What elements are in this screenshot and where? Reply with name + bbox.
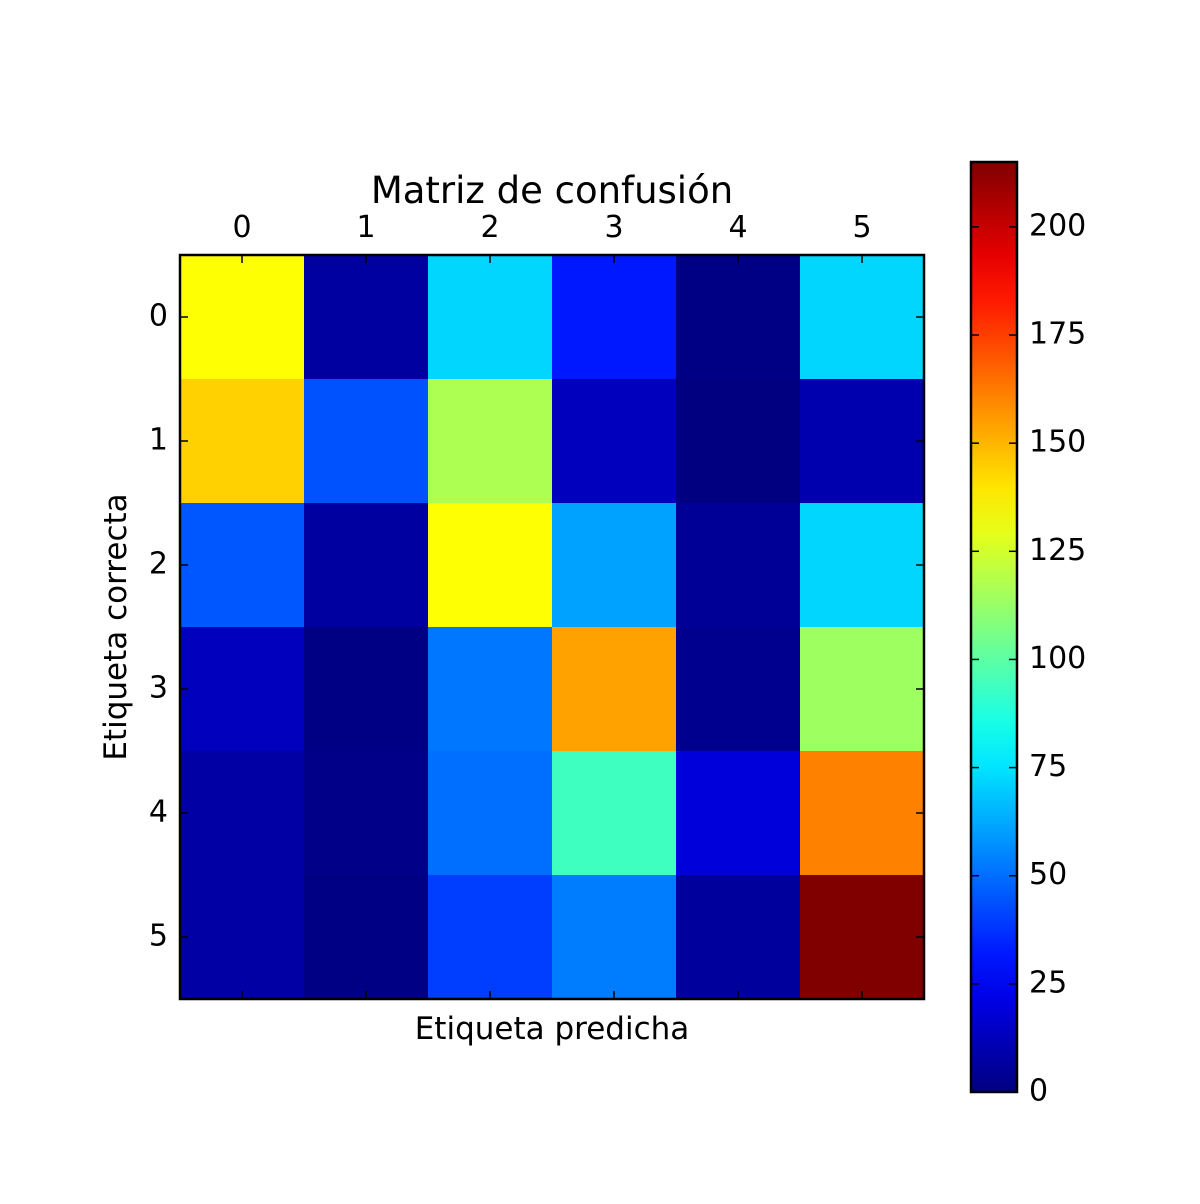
heatmap-cell-r0-c0 [180, 255, 305, 380]
heatmap-cell-r3-c2 [428, 627, 553, 752]
colorbar-tick-label-75: 75 [1029, 749, 1067, 784]
heatmap-cell-r5-c0 [180, 875, 305, 1000]
heatmap-cell-r0-c5 [800, 255, 925, 380]
colorbar-tick-label-100: 100 [1029, 641, 1086, 676]
y-tick-label-2: 2 [149, 547, 168, 582]
axis-ticks [180, 255, 924, 999]
heatmap-cell-r4-c2 [428, 751, 553, 876]
colorbar-tick-label-150: 150 [1029, 425, 1086, 460]
heatmap-cell-r2-c4 [676, 503, 801, 628]
heatmap-cell-r5-c4 [676, 875, 801, 1000]
y-axis-label: Etiqueta correcta [98, 493, 134, 760]
heatmap-cell-r3-c4 [676, 627, 801, 752]
heatmap-cell-r0-c2 [428, 255, 553, 380]
heatmap-cell-r5-c1 [304, 875, 429, 1000]
heatmap-cell-r3-c1 [304, 627, 429, 752]
x-tick-label-3: 3 [604, 210, 623, 245]
colorbar-tick-label-25: 25 [1029, 965, 1067, 1000]
colorbar-tick-label-125: 125 [1029, 533, 1086, 568]
colorbar-tick-label-0: 0 [1029, 1074, 1048, 1109]
colorbar-gradient [971, 162, 1017, 1092]
plot-frame [178, 253, 926, 1001]
x-tick-labels: 0 1 2 3 4 5 [232, 210, 871, 245]
heatmap-cell-r5-c5 [800, 875, 925, 1000]
colorbar-tick-label-200: 200 [1029, 208, 1086, 243]
heatmap-cell-r2-c5 [800, 503, 925, 628]
heatmap-cell-r4-c4 [676, 751, 801, 876]
heatmap-cell-r1-c5 [800, 379, 925, 504]
heatmap-cell-r1-c1 [304, 379, 429, 504]
heatmap-cell-r5-c2 [428, 875, 553, 1000]
x-tick-label-1: 1 [356, 210, 375, 245]
colorbar: 0 25 50 75 100 125 150 175 200 [969, 160, 1086, 1109]
y-tick-label-3: 3 [149, 671, 168, 706]
colorbar-tick-label-50: 50 [1029, 857, 1067, 892]
heatmap-cell-r4-c1 [304, 751, 429, 876]
heatmap-cell-r2-c1 [304, 503, 429, 628]
heatmap-cell-r4-c5 [800, 751, 925, 876]
heatmap-cell-r1-c3 [552, 379, 677, 504]
heatmap-cell-r2-c2 [428, 503, 553, 628]
heatmap-cell-r0-c3 [552, 255, 677, 380]
chart-title: Matriz de confusión [371, 169, 733, 212]
heatmap-cell-r5-c3 [552, 875, 677, 1000]
colorbar-frame [969, 160, 1019, 1094]
heatmap-cell-r4-c0 [180, 751, 305, 876]
x-axis-label: Etiqueta predicha [415, 1011, 690, 1047]
heatmap-cells [180, 255, 925, 1000]
y-tick-label-0: 0 [149, 299, 168, 334]
heatmap-cell-r2-c3 [552, 503, 677, 628]
x-tick-label-5: 5 [852, 210, 871, 245]
heatmap-cell-r1-c2 [428, 379, 553, 504]
heatmap-cell-r3-c5 [800, 627, 925, 752]
x-tick-label-2: 2 [480, 210, 499, 245]
y-tick-labels: 0 1 2 3 4 5 [149, 299, 168, 954]
heatmap-cell-r2-c0 [180, 503, 305, 628]
y-tick-label-4: 4 [149, 795, 168, 830]
heatmap-cell-r1-c0 [180, 379, 305, 504]
x-tick-label-4: 4 [728, 210, 747, 245]
y-tick-label-1: 1 [149, 423, 168, 458]
heatmap-cell-r1-c4 [676, 379, 801, 504]
heatmap-cell-r0-c1 [304, 255, 429, 380]
heatmap-cell-r4-c3 [552, 751, 677, 876]
colorbar-tick-label-175: 175 [1029, 317, 1086, 352]
heatmap-cell-r3-c3 [552, 627, 677, 752]
heatmap-cell-r0-c4 [676, 255, 801, 380]
y-tick-label-5: 5 [149, 919, 168, 954]
heatmap-cell-r3-c0 [180, 627, 305, 752]
x-tick-label-0: 0 [232, 210, 251, 245]
